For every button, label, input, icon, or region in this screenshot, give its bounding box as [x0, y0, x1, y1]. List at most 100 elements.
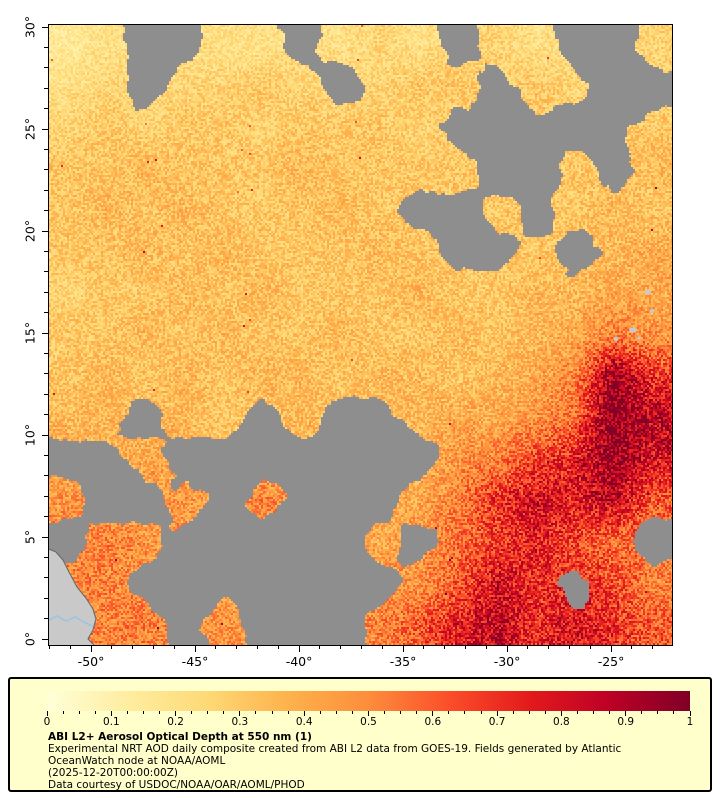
y-major-tick [42, 26, 48, 28]
y-minor-tick [44, 352, 48, 354]
y-minor-tick [44, 108, 48, 110]
x-minor-tick [423, 646, 425, 649]
colorbar-tick-label: 0.9 [617, 716, 635, 728]
x-minor-tick [48, 646, 50, 649]
y-minor-tick [44, 454, 48, 456]
x-major-tick [610, 646, 612, 652]
y-minor-tick [44, 87, 48, 89]
colorbar-minor-tick [673, 711, 675, 714]
x-tick-label: -40° [285, 654, 313, 669]
y-minor-tick [44, 271, 48, 273]
y-major-tick [42, 536, 48, 538]
y-minor-tick [44, 556, 48, 558]
y-minor-tick [44, 148, 48, 150]
x-minor-tick [132, 646, 134, 649]
colorbar-minor-tick [448, 711, 450, 714]
y-minor-tick [44, 393, 48, 395]
colorbar-minor-tick [287, 711, 289, 714]
colorbar-minor-tick [609, 711, 611, 714]
colorbar-minor-tick [400, 711, 402, 714]
y-minor-tick [44, 291, 48, 293]
y-minor-tick [44, 250, 48, 252]
colorbar-major-tick [46, 711, 48, 716]
colorbar-minor-tick [271, 711, 273, 714]
x-minor-tick [381, 646, 383, 649]
colorbar-major-tick [625, 711, 627, 716]
y-minor-tick [44, 312, 48, 314]
x-tick-label: -35° [389, 654, 417, 669]
x-major-tick [402, 646, 404, 652]
y-minor-tick [44, 618, 48, 620]
y-tick-label: 0° [22, 631, 38, 647]
x-minor-tick [548, 646, 550, 649]
y-major-tick [42, 434, 48, 436]
y-tick-label: 25° [22, 117, 38, 141]
y-minor-tick [44, 597, 48, 599]
colorbar-minor-tick [593, 711, 595, 714]
colorbar-minor-tick [576, 711, 578, 714]
legend-description-line: Experimental NRT AOD daily composite cre… [48, 743, 622, 755]
x-minor-tick [360, 646, 362, 649]
colorbar-minor-tick [207, 711, 209, 714]
colorbar-major-tick [689, 711, 691, 716]
y-tick-label: 15° [22, 321, 38, 345]
colorbar-minor-tick [384, 711, 386, 714]
x-minor-tick [173, 646, 175, 649]
legend-description-line: OceanWatch node at NOAA/AOML [48, 755, 226, 767]
colorbar-minor-tick [464, 711, 466, 714]
y-minor-tick [44, 67, 48, 69]
y-minor-tick [44, 169, 48, 171]
y-minor-tick [44, 516, 48, 518]
colorbar-major-tick [432, 711, 434, 716]
colorbar-minor-tick [512, 711, 514, 714]
x-minor-tick [277, 646, 279, 649]
x-major-tick [194, 646, 196, 652]
colorbar-tick-label: 0.3 [231, 716, 249, 728]
y-minor-tick [44, 210, 48, 212]
colorbar-minor-tick [657, 711, 659, 714]
y-minor-tick [44, 577, 48, 579]
colorbar-tick-label: 1 [686, 716, 694, 728]
colorbar-major-tick [560, 711, 562, 716]
y-minor-tick [44, 189, 48, 191]
colorbar-tick-label: 0.4 [295, 716, 313, 728]
colorbar-minor-tick [126, 711, 128, 714]
colorbar-major-tick [239, 711, 241, 716]
legend-title: ABI L2+ Aerosol Optical Depth at 550 nm … [48, 731, 312, 743]
colorbar-minor-tick [62, 711, 64, 714]
colorbar-minor-tick [351, 711, 353, 714]
aod-map-canvas [49, 25, 672, 645]
x-minor-tick [485, 646, 487, 649]
colorbar-gradient [47, 691, 690, 711]
x-minor-tick [236, 646, 238, 649]
x-minor-tick [631, 646, 633, 649]
y-major-tick [42, 230, 48, 232]
y-tick-label: 5° [22, 529, 38, 545]
colorbar-minor-tick [641, 711, 643, 714]
map-plot-area [48, 24, 673, 646]
colorbar-major-tick [496, 711, 498, 716]
colorbar-minor-tick [159, 711, 161, 714]
colorbar-minor-tick [142, 711, 144, 714]
y-minor-tick [44, 373, 48, 375]
y-major-tick [42, 128, 48, 130]
x-minor-tick [111, 646, 113, 649]
y-major-tick [42, 638, 48, 640]
colorbar-major-tick [175, 711, 177, 716]
x-minor-tick [319, 646, 321, 649]
colorbar-minor-tick [94, 711, 96, 714]
x-tick-label: -45° [181, 654, 209, 669]
y-tick-label: 30° [22, 15, 38, 39]
y-major-tick [42, 332, 48, 334]
x-minor-tick [215, 646, 217, 649]
x-tick-label: -25° [597, 654, 625, 669]
colorbar-tick-label: 0.5 [360, 716, 377, 728]
y-tick-label: 10° [22, 423, 38, 447]
y-minor-tick [44, 46, 48, 48]
colorbar-tick-label: 0.8 [553, 716, 570, 728]
x-major-tick [506, 646, 508, 652]
x-minor-tick [464, 646, 466, 649]
colorbar-minor-tick [223, 711, 225, 714]
x-minor-tick [340, 646, 342, 649]
